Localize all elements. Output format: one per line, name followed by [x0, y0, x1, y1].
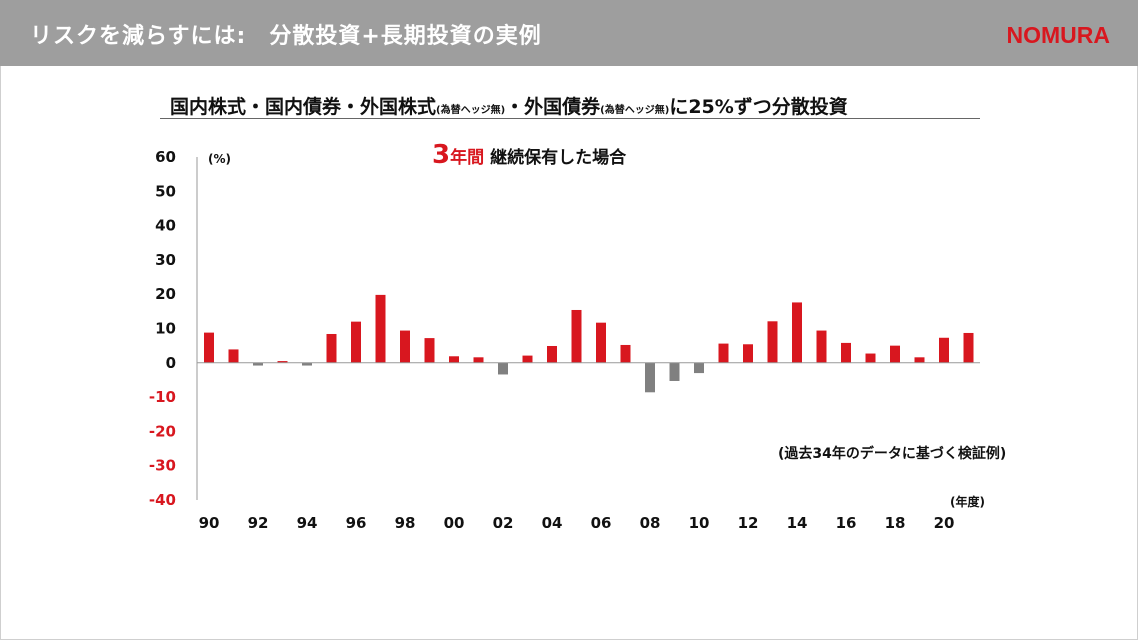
bar-2007: [620, 344, 631, 363]
bar-2018: [890, 345, 900, 363]
subtitle-underline: [160, 118, 980, 119]
bar-2013: [767, 321, 778, 363]
bar-1999: [424, 338, 435, 363]
y-axis-unit: (%): [208, 152, 231, 166]
y-axis-ticks: 60 50 40 30 20 10 0 -10 -20 -30 -40: [149, 148, 176, 509]
bar-2015: [816, 330, 827, 363]
x-tick-label: 16: [836, 514, 857, 532]
subtitle-part2: ・外国債券: [505, 96, 601, 118]
bar-2009: [669, 362, 680, 381]
holding-period-label: 3年間 継続保有した場合: [432, 140, 626, 170]
bar-2017: [865, 353, 876, 363]
y-tick-label: -10: [149, 388, 176, 406]
bar-2003: [522, 355, 533, 363]
bar-2000: [449, 356, 459, 363]
y-tick-label: 30: [155, 251, 176, 269]
bar-1997: [375, 294, 386, 363]
x-tick-label: 10: [689, 514, 710, 532]
period-years: 3: [432, 140, 451, 170]
bar-2008: [645, 362, 655, 393]
x-tick-label: 06: [591, 514, 612, 532]
bar-2002: [498, 362, 508, 375]
bar-2011: [718, 343, 729, 363]
x-tick-label: 90: [199, 514, 220, 532]
y-tick-label: -20: [149, 422, 176, 440]
x-tick-label: 00: [444, 514, 465, 532]
bar-1998: [400, 330, 410, 363]
x-tick-label: 08: [640, 514, 661, 532]
data-note: (過去34年のデータに基づく検証例): [778, 446, 1007, 462]
bar-2010: [694, 362, 704, 374]
subtitle-small2: (為替ヘッジ無): [600, 105, 670, 116]
y-tick-label: 10: [155, 320, 176, 338]
bar-2004: [547, 345, 557, 363]
bar-1990: [204, 332, 214, 363]
bar-2019: [914, 357, 925, 363]
bar-2001: [473, 357, 484, 363]
y-tick-label: 40: [155, 217, 176, 235]
x-tick-label: 04: [542, 514, 563, 532]
bar-2012: [743, 344, 753, 363]
x-axis-ticks: 90 92 94 96 98 00 02 04 06 08 10 12 14 16 18 20: [199, 514, 955, 532]
y-tick-label: 20: [155, 285, 176, 303]
y-tick-label: 60: [155, 148, 176, 166]
x-tick-label: 14: [787, 514, 808, 532]
bar-2014: [792, 302, 802, 363]
bar-1995: [326, 333, 337, 363]
x-tick-label: 98: [395, 514, 416, 532]
subtitle-part1: 国内株式・国内債券・外国株式: [170, 96, 437, 118]
bar-1996: [351, 321, 361, 363]
x-tick-label: 12: [738, 514, 759, 532]
x-axis-unit: (年度): [950, 494, 985, 509]
y-tick-label: 0: [166, 354, 176, 372]
x-tick-label: 02: [493, 514, 514, 532]
bar-2020: [939, 337, 949, 363]
x-tick-label: 18: [885, 514, 906, 532]
x-tick-label: 96: [346, 514, 367, 532]
bar-2006: [596, 322, 606, 363]
bar-1993: [277, 361, 288, 363]
y-tick-label: -40: [149, 491, 176, 509]
subtitle-small1: (為替ヘッジ無): [436, 105, 506, 116]
period-text: 継続保有した場合: [490, 148, 627, 168]
bar-1991: [228, 349, 239, 363]
period-years-unit: 年間: [450, 148, 485, 168]
bar-2016: [841, 342, 851, 363]
x-tick-label: 94: [297, 514, 318, 532]
bars: [204, 294, 974, 393]
chart-subtitle: 国内株式・国内債券・外国株式(為替ヘッジ無)・外国債券(為替ヘッジ無)に25%ず…: [170, 92, 848, 119]
header-bar: リスクを減らすには: 分散投資+長期投資の実例 NOMURA: [0, 0, 1138, 66]
nomura-logo: NOMURA: [1006, 22, 1111, 48]
x-tick-label: 20: [934, 514, 955, 532]
bar-1992: [253, 362, 263, 366]
subtitle-part3: に25%ずつ分散投資: [669, 96, 848, 118]
y-tick-label: 50: [155, 182, 176, 200]
bar-2005: [571, 309, 582, 363]
page-title: リスクを減らすには: 分散投資+長期投資の実例: [30, 24, 542, 49]
y-tick-label: -30: [149, 457, 176, 475]
bar-2021: [963, 332, 974, 363]
x-tick-label: 92: [248, 514, 269, 532]
bar-1994: [302, 362, 312, 366]
